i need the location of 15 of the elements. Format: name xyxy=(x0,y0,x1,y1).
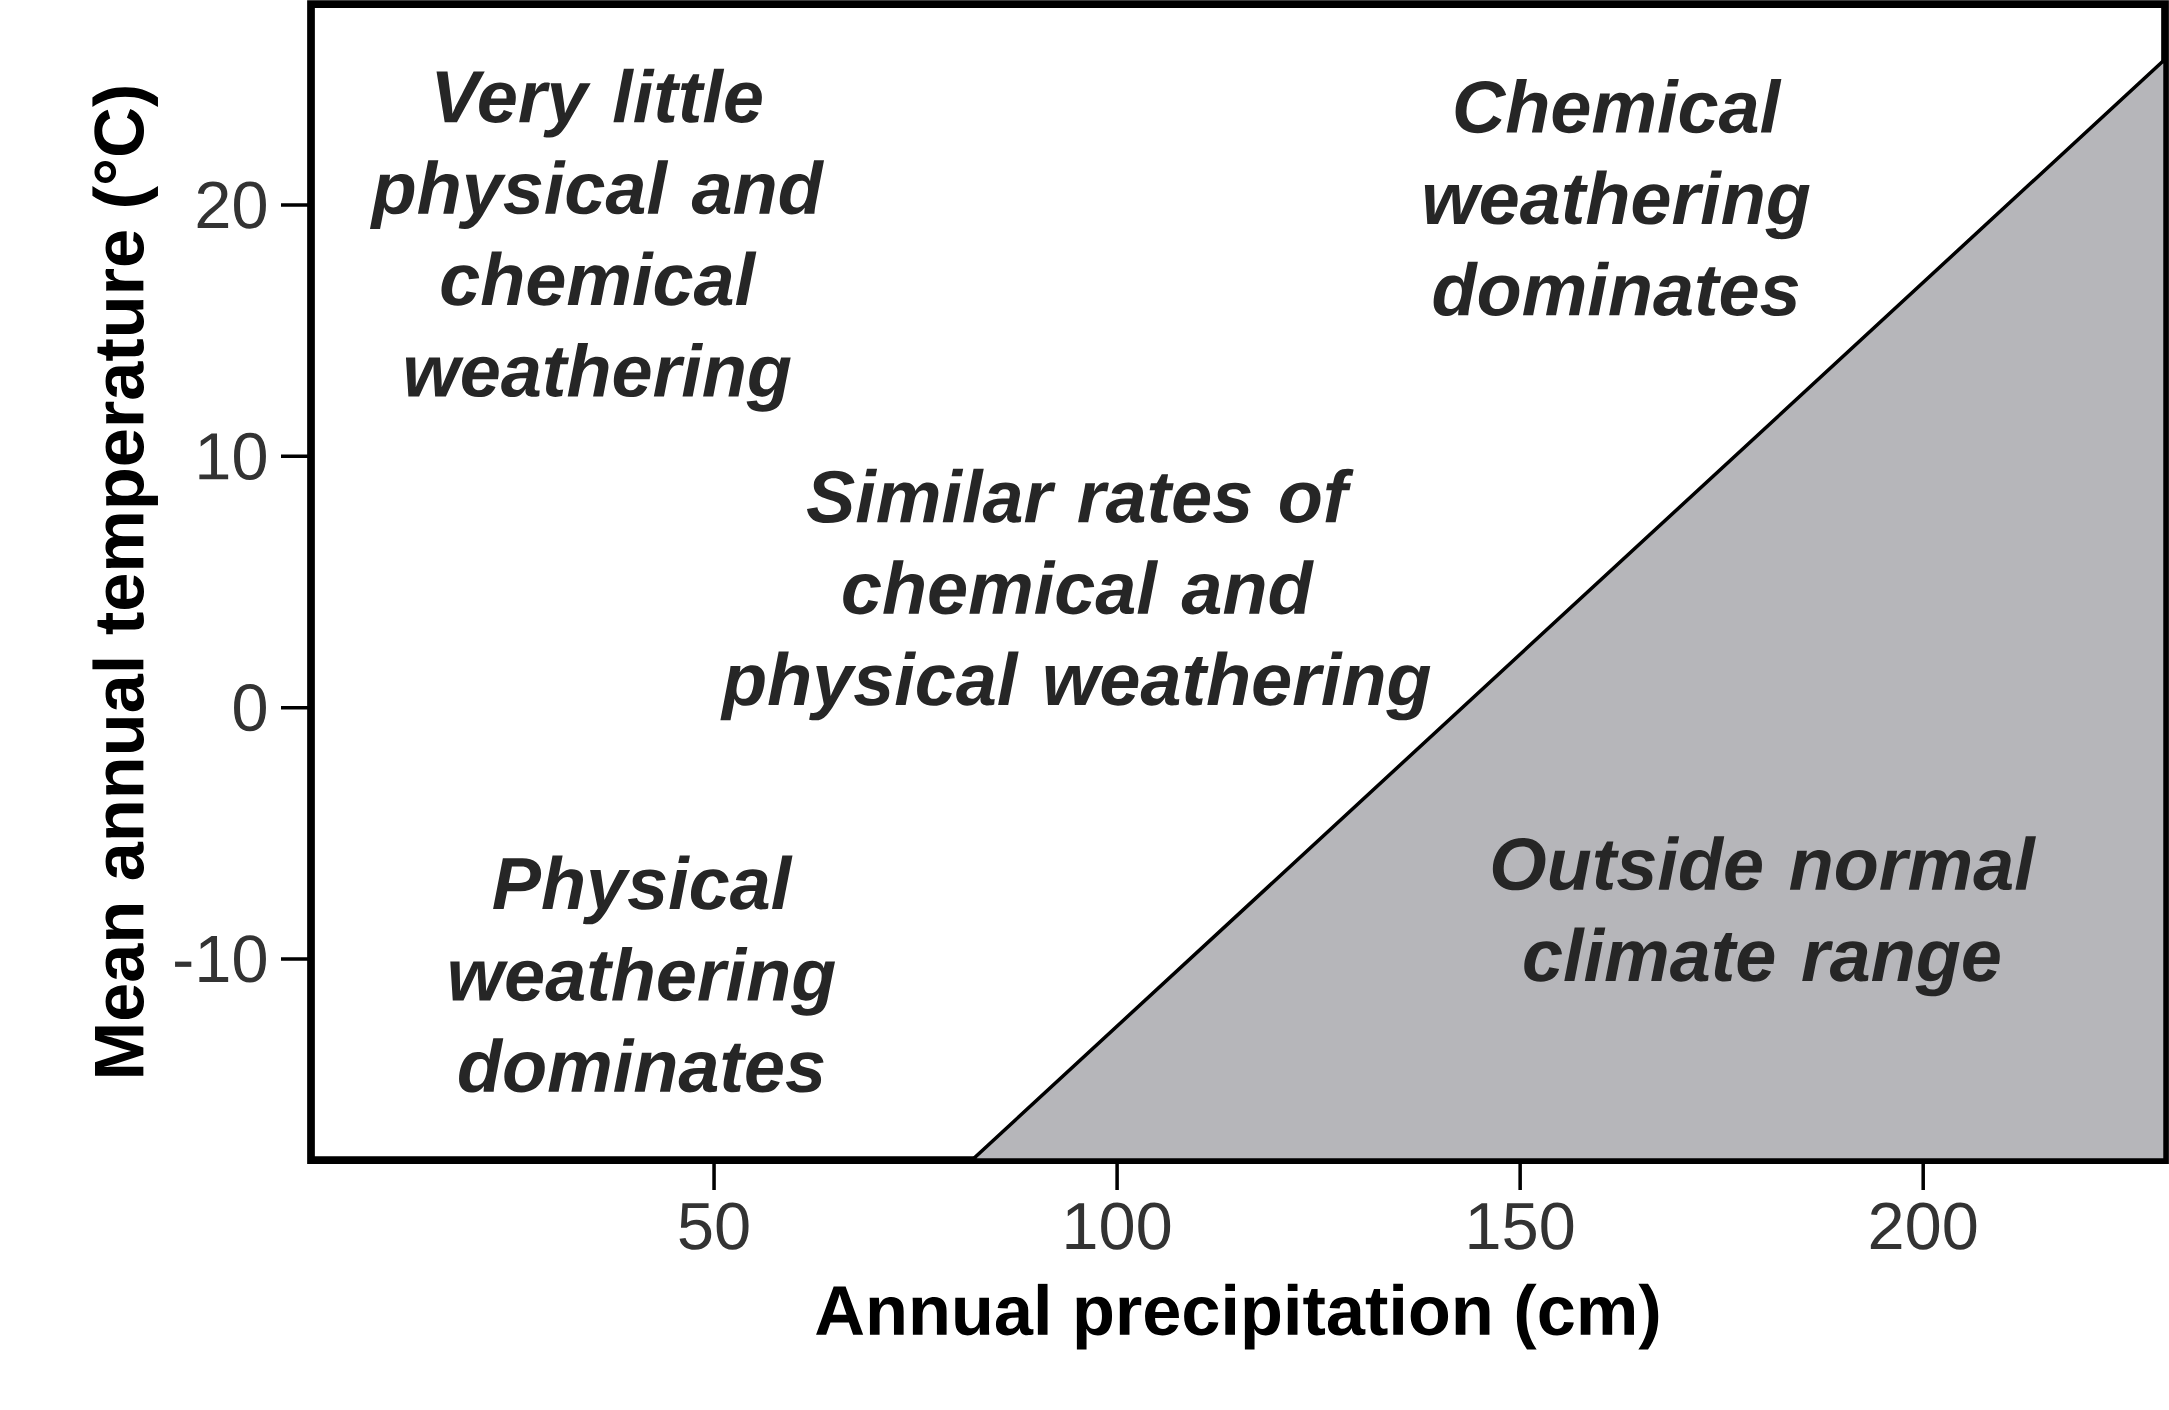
y-axis-title: Mean annual temperature (°C) xyxy=(92,87,158,1076)
annotation: Outside normal climate range xyxy=(1492,836,2036,997)
y-tick-label: 0 xyxy=(234,684,266,732)
x-tick-label: 200 xyxy=(1870,1202,1977,1250)
x-tick-label: 150 xyxy=(1469,1202,1574,1250)
y-tick-label: -10 xyxy=(175,935,266,983)
annotation: Physical weathering dominates xyxy=(450,855,836,1093)
y-tick-label: 20 xyxy=(197,181,266,229)
x-tick-label: 100 xyxy=(1066,1202,1171,1250)
x-axis-title: Annual precipitation (cm) xyxy=(816,1283,1659,1350)
annotation: Chemical weathering dominates xyxy=(1424,79,1810,317)
y-tick-label: 10 xyxy=(199,432,266,481)
x-tick-label: 50 xyxy=(679,1202,749,1250)
annotation: Similar rates of chemical and physical weathering xyxy=(720,468,1431,721)
annotation: Very little physical and chemical weathering xyxy=(369,68,825,412)
